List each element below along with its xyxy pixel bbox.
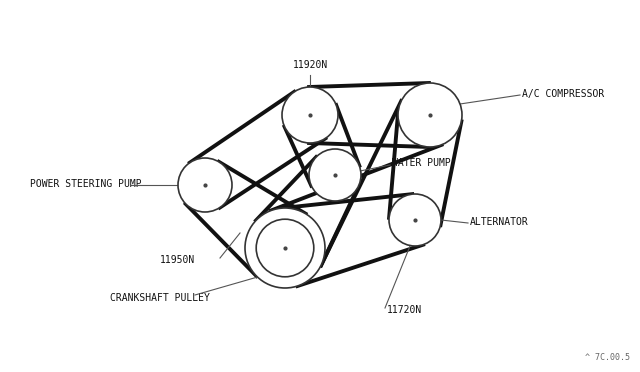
Circle shape [309,149,361,201]
Circle shape [398,83,462,147]
Circle shape [389,194,441,246]
Text: 11950N: 11950N [160,255,195,265]
Text: POWER STEERING PUMP: POWER STEERING PUMP [30,179,141,189]
Text: 11720N: 11720N [387,305,422,315]
Text: A/C COMPRESSOR: A/C COMPRESSOR [522,89,604,99]
Circle shape [178,158,232,212]
Text: WATER PUMP: WATER PUMP [392,158,451,168]
Text: CRANKSHAFT PULLEY: CRANKSHAFT PULLEY [110,293,210,303]
Circle shape [282,87,338,143]
Circle shape [245,208,325,288]
Text: 11920N: 11920N [292,60,328,70]
Text: ALTERNATOR: ALTERNATOR [470,217,529,227]
Text: ^ 7C.00.5: ^ 7C.00.5 [585,353,630,362]
